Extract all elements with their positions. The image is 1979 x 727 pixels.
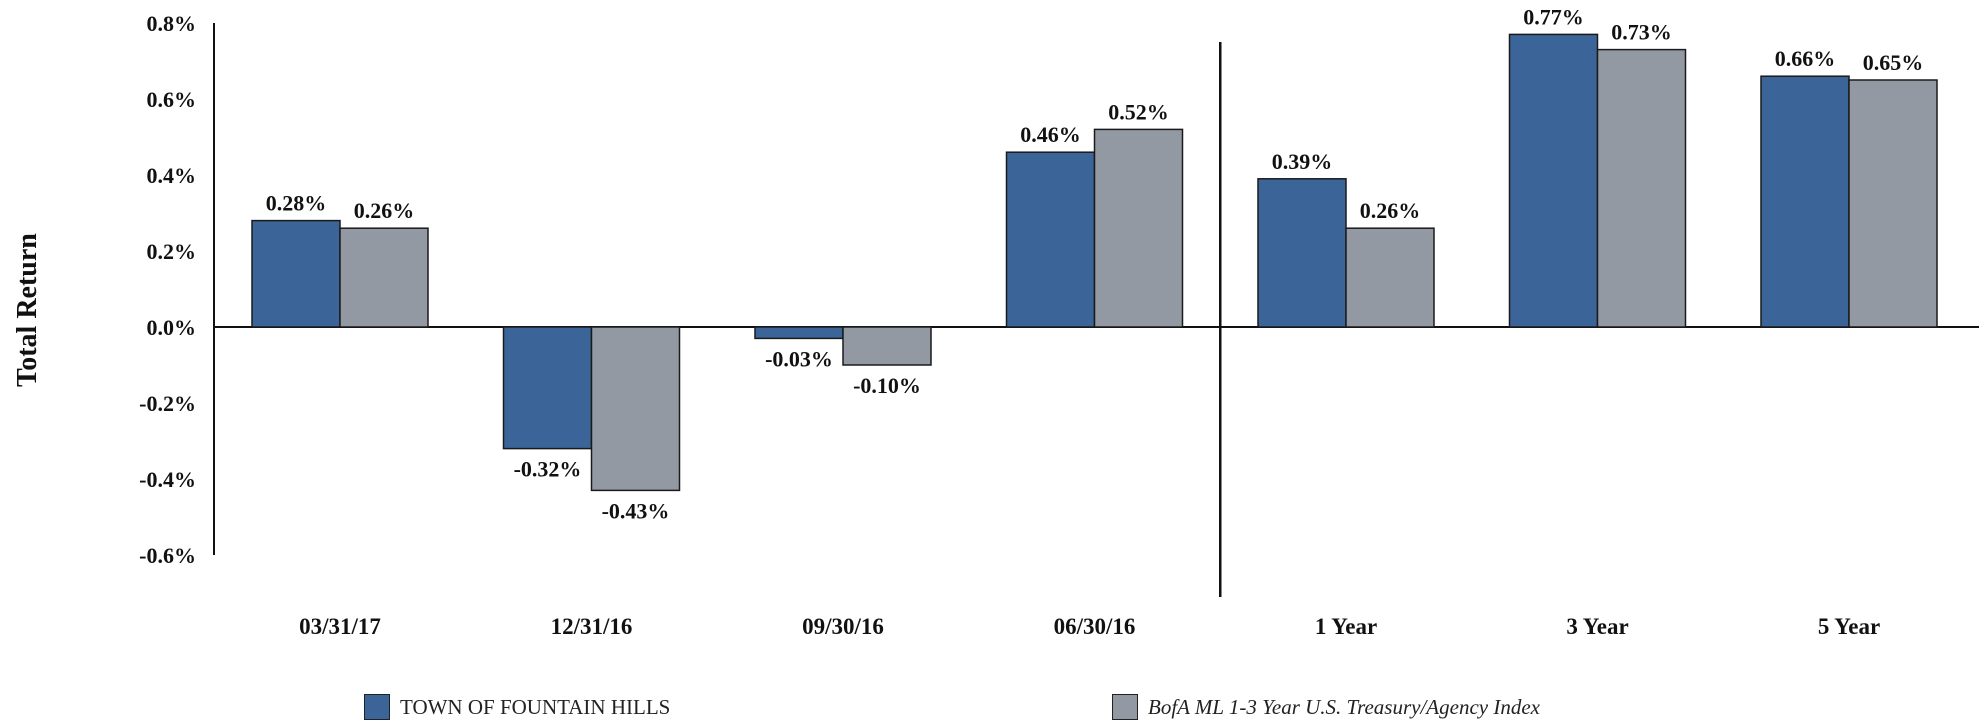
data-label: 0.26% [1360, 198, 1421, 223]
x-category-label: 12/31/16 [551, 614, 633, 639]
y-tick-label: -0.4% [139, 467, 196, 492]
x-category-label: 3 Year [1566, 614, 1628, 639]
x-category-label: 09/30/16 [802, 614, 884, 639]
y-tick-label: 0.6% [147, 87, 197, 112]
y-tick-label: 0.0% [147, 315, 197, 340]
data-label: 0.73% [1611, 20, 1672, 45]
data-label: 0.28% [266, 191, 327, 216]
y-tick-label: -0.6% [139, 543, 196, 568]
y-axis: 0.8% 0.6% 0.4% 0.2% 0.0% -0.2% -0.4% -0.6% [139, 11, 1979, 597]
data-label: 0.46% [1020, 122, 1081, 147]
legend-label-town: TOWN OF FOUNTAIN HILLS [400, 694, 671, 719]
y-tick-label: 0.8% [147, 11, 197, 36]
legend-swatch-town [364, 694, 390, 720]
bar [1760, 75, 1850, 328]
bar [754, 326, 844, 340]
legend-item-index: BofA ML 1-3 Year U.S. Treasury/Agency In… [1112, 694, 1540, 720]
x-category-label: 06/30/16 [1054, 614, 1136, 639]
data-label: 0.77% [1523, 4, 1584, 29]
bar [1257, 178, 1347, 328]
x-category-label: 1 Year [1315, 614, 1377, 639]
bar [1508, 33, 1599, 328]
data-label: -0.10% [853, 373, 921, 398]
bar [590, 326, 681, 492]
bar [502, 326, 593, 450]
bar [842, 326, 932, 366]
data-label: 0.65% [1863, 50, 1924, 75]
x-axis-categories: 03/31/17 12/31/16 09/30/16 06/30/16 1 Year 3 … [299, 614, 1880, 639]
data-label: -0.43% [602, 498, 670, 523]
y-axis-title: Total Return [12, 233, 43, 387]
bars [251, 33, 1938, 492]
data-label: 0.39% [1272, 149, 1333, 174]
x-category-label: 5 Year [1818, 614, 1880, 639]
bar [251, 219, 341, 328]
bar [1848, 79, 1938, 328]
data-labels: 0.28% 0.26% -0.32% -0.43% -0.03% -0.10% 0.46% 0… [266, 4, 1924, 523]
bar-chart: 0.8% 0.6% 0.4% 0.2% 0.0% -0.2% -0.4% -0.6% 0.28… [12, 4, 1979, 639]
bar [1596, 48, 1687, 328]
y-tick-label: 0.2% [147, 239, 197, 264]
y-tick-label: -0.2% [139, 391, 196, 416]
bar [1093, 128, 1184, 328]
data-label: -0.03% [765, 346, 833, 371]
y-tick-label: 0.4% [147, 163, 197, 188]
bar [1345, 227, 1435, 328]
legend-swatch-index [1112, 694, 1138, 720]
bar [1005, 151, 1096, 328]
data-label: 0.26% [354, 198, 415, 223]
x-category-label: 03/31/17 [299, 614, 381, 639]
legend-item-town: TOWN OF FOUNTAIN HILLS [364, 694, 670, 720]
data-label: 0.66% [1775, 46, 1836, 71]
legend-label-index: BofA ML 1-3 Year U.S. Treasury/Agency In… [1148, 694, 1540, 719]
data-label: -0.32% [514, 457, 582, 482]
bar [339, 227, 429, 328]
data-label: 0.52% [1108, 99, 1169, 124]
